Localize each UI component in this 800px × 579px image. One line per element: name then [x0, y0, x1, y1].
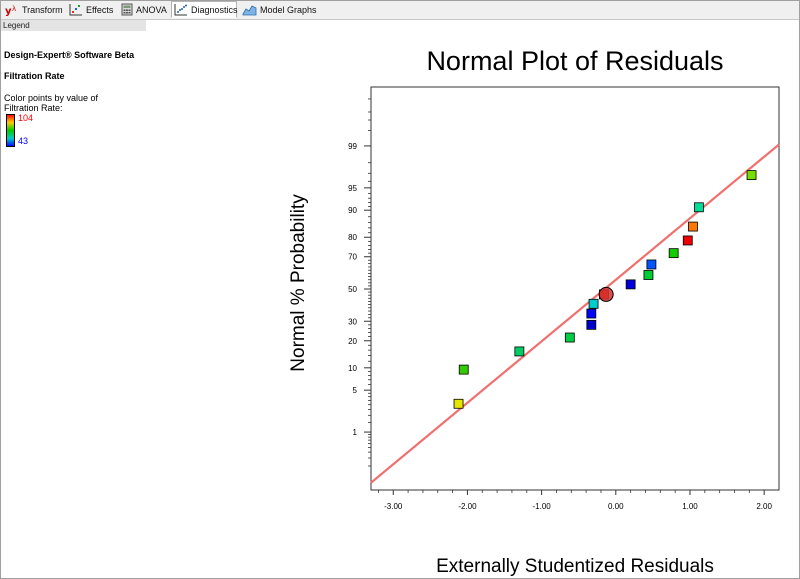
calculator-icon: [121, 3, 133, 16]
y-tick-label: 5: [353, 386, 358, 395]
data-point: [682, 235, 693, 246]
response-name: Filtration Rate: [4, 71, 65, 81]
tab-model-graphs-label: Model Graphs: [260, 4, 317, 15]
tab-bar: y λ Transform Effects ANOVA: [0, 0, 800, 20]
data-point: [514, 346, 525, 357]
software-name: Design-Expert® Software Beta: [4, 50, 135, 60]
tab-effects-label: Effects: [86, 4, 114, 15]
tab-anova-label: ANOVA: [136, 4, 167, 15]
y-tick-label: 50: [348, 285, 357, 294]
tab-transform-label: Transform: [22, 4, 63, 15]
legend-max-value: 104: [18, 113, 34, 123]
svg-text:λ: λ: [12, 5, 16, 13]
color-gradient-bar: [6, 114, 15, 147]
y-tick-label: 1: [353, 428, 358, 437]
data-point: [564, 332, 575, 343]
y-axis: 1 5 10 20 30 50 70 80 90 95 99: [348, 98, 371, 467]
x-tick-label: 0.00: [608, 502, 624, 511]
data-point: [746, 170, 757, 180]
tab-diagnostics[interactable]: Diagnostics: [171, 1, 238, 18]
chart-title: Normal Plot of Residuals: [426, 46, 723, 76]
svg-text:y: y: [5, 6, 12, 16]
legend-header: Legend: [0, 20, 146, 31]
reference-line-group: [370, 143, 780, 484]
data-point: [458, 364, 469, 375]
x-axis: -3.00 -2.00 -1.00 0.00 1.00 2.00: [378, 490, 772, 511]
reference-line: [370, 143, 780, 484]
tab-transform[interactable]: y λ Transform: [2, 1, 64, 18]
data-point: [643, 270, 654, 280]
y-tick-label: 20: [348, 337, 357, 346]
data-point: [453, 398, 464, 409]
data-point: [693, 202, 704, 213]
y-axis-label: Normal % Probability: [288, 194, 309, 372]
x-tick-label: -1.00: [533, 502, 552, 511]
data-point: [586, 319, 597, 330]
data-point: [646, 259, 657, 270]
x-tick-label: -2.00: [458, 502, 477, 511]
data-point: [688, 221, 698, 232]
y-tick-label: 70: [348, 253, 357, 262]
tab-model-graphs[interactable]: Model Graphs: [239, 1, 317, 18]
y-tick-label: 95: [348, 184, 357, 193]
data-points: [453, 170, 757, 409]
plot-frame: [370, 86, 780, 491]
highlighted-point: [598, 286, 614, 302]
tab-anova[interactable]: ANOVA: [118, 1, 170, 18]
color-note-line1: Color points by value of: [4, 93, 99, 103]
color-note-line2: Filtration Rate:: [4, 103, 63, 113]
y-tick-label: 80: [348, 233, 357, 242]
scatter-chart-icon: [69, 4, 82, 16]
x-tick-label: 1.00: [682, 502, 698, 511]
x-tick-label: -3.00: [384, 502, 403, 511]
data-point: [588, 298, 599, 309]
surface-graph-icon: [242, 5, 257, 16]
y-tick-label: 90: [348, 206, 357, 215]
y-tick-label: 30: [348, 317, 357, 326]
lambda-icon: y λ: [5, 5, 16, 16]
data-point: [586, 308, 597, 319]
data-point: [625, 279, 636, 290]
y-tick-label: 99: [348, 142, 357, 151]
dot-scatter-icon: [174, 4, 187, 16]
x-axis-label: Externally Studentized Residuals: [436, 556, 714, 577]
tab-effects[interactable]: Effects: [66, 1, 116, 18]
y-tick-label: 10: [348, 364, 357, 373]
legend-min-value: 43: [18, 136, 29, 146]
data-point: [668, 248, 679, 259]
tab-diagnostics-label: Diagnostics: [191, 4, 238, 15]
x-tick-label: 2.00: [756, 502, 772, 511]
